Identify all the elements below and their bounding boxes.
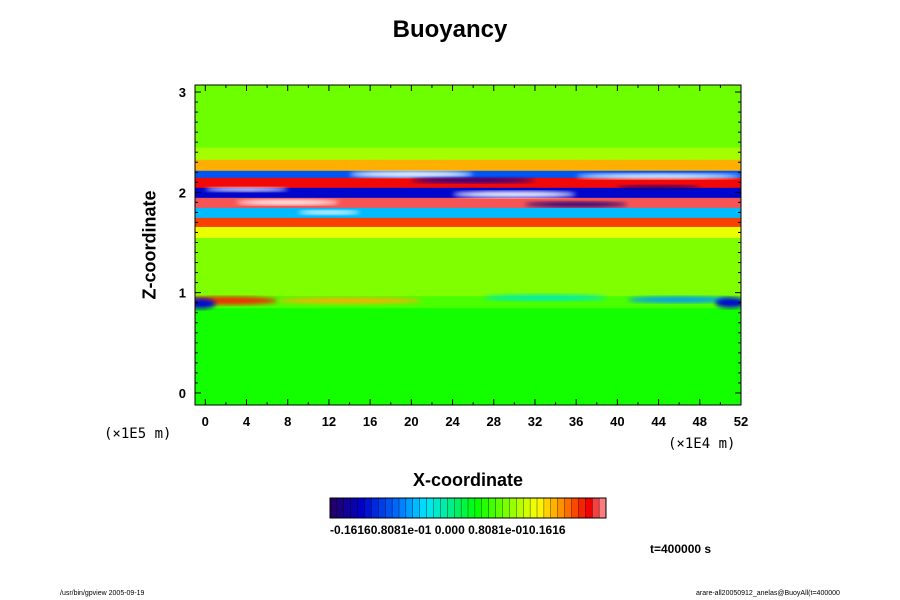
heatmap-field [195,85,741,405]
colorbar-cell-13 [419,497,428,519]
colorbar-cell-1 [336,497,345,519]
colorbar-cell-25 [502,497,510,519]
colorbar-cell-10 [398,497,407,519]
chart-title: Buoyancy [392,16,508,43]
colorbar-cell-17 [447,497,455,519]
feature-3 [627,296,731,303]
colorbar-labels: -0.16160.8081e-01 0.000 0.8081e-010.1616 [330,523,566,537]
x-tick-label-3: 12 [322,414,336,429]
band-0 [195,307,741,405]
x-tick-label-12: 48 [693,414,707,429]
colorbar-cell-38 [592,497,600,519]
feature-14 [411,177,535,183]
colorbar-cell-31 [543,497,552,519]
colorbar-cell-33 [557,497,566,519]
x-tick-label-1: 4 [243,414,251,429]
colorbar-cell-14 [426,497,434,519]
feature-5 [195,298,216,309]
y-tick-label-0: 0 [179,386,186,401]
colorbar-cell-32 [550,497,559,519]
colorbar-cell-2 [343,497,352,519]
y-tick-label-2: 2 [179,185,186,200]
colorbar-cell-27 [516,497,524,519]
colorbar-cell-9 [391,497,400,519]
colorbar-cell-37 [585,497,593,519]
feature-8 [576,173,741,179]
feature-10 [298,210,360,215]
x-tick-label-2: 8 [284,414,291,429]
colorbar-cell-16 [440,497,448,519]
x-tick-label-7: 28 [487,414,501,429]
colorbar-cell-23 [488,497,497,519]
x-tick-label-6: 24 [445,414,460,429]
feature-13 [205,187,288,192]
colorbar-cell-12 [412,497,421,519]
x-tick-label-13: 52 [734,414,748,429]
footer-left: /usr/bin/gpview 2005-09-19 [60,590,145,597]
colorbar-cell-20 [467,497,476,519]
colorbar-cell-28 [523,497,531,519]
x-axis-unit: (×1E4 m) [668,436,736,452]
colorbar-cell-24 [495,497,503,519]
colorbar-cell-7 [378,497,386,519]
band-12 [195,85,741,148]
colorbar-cell-39 [598,497,607,519]
colorbar-cell-35 [571,497,579,519]
x-tick-label-9: 36 [569,414,583,429]
band-6 [195,197,741,208]
feature-0 [195,296,278,305]
colorbar-cell-34 [564,497,572,519]
band-3 [195,226,741,238]
y-tick-label-3: 3 [179,85,186,100]
colorbar-cell-4 [357,497,365,519]
band-2 [195,237,741,297]
feature-4 [715,297,741,308]
colorbar-cell-15 [433,497,441,519]
x-tick-label-5: 20 [404,414,418,429]
band-4 [195,217,741,227]
x-tick-label-11: 44 [651,414,666,429]
x-tick-label-8: 32 [528,414,542,429]
feature-6 [349,171,474,178]
colorbar-cell-22 [481,497,490,519]
y-axis-unit: (×1E5 m) [104,426,172,442]
band-10 [195,159,741,171]
feature-7 [452,191,577,198]
plot-frame [194,84,742,406]
feature-2 [483,294,608,301]
y-tick-label-1: 1 [179,286,186,301]
colorbar-cell-8 [385,497,393,519]
feature-12 [617,185,700,190]
x-tick-label-4: 16 [363,414,377,429]
colorbar [329,497,607,519]
x-axis-label: X-coordinate [412,470,524,490]
x-tick-label-0: 0 [202,414,209,429]
band-11 [195,147,741,160]
footer-right: arare-all20050912_anelas@BuoyAll(t=40000… [696,590,840,597]
colorbar-cell-6 [371,497,379,519]
feature-1 [277,297,422,304]
colorbar-cell-19 [460,497,469,519]
colorbar-cell-11 [405,497,414,519]
colorbar-cell-18 [454,497,462,519]
colorbar-cell-21 [474,497,483,519]
band-5 [195,207,741,218]
x-tick-label-10: 40 [610,414,624,429]
time-label: t=400000 s [650,542,712,556]
colorbar-cell-36 [578,497,586,519]
colorbar-cell-3 [350,497,359,519]
colorbar-cell-0 [329,497,338,519]
colorbar-cell-30 [536,497,545,519]
colorbar-cell-29 [529,497,538,519]
colorbar-frame [329,497,607,519]
feature-11 [524,201,628,207]
colorbar-cell-26 [509,497,517,519]
colorbar-cell-5 [364,497,372,519]
feature-9 [236,199,340,205]
